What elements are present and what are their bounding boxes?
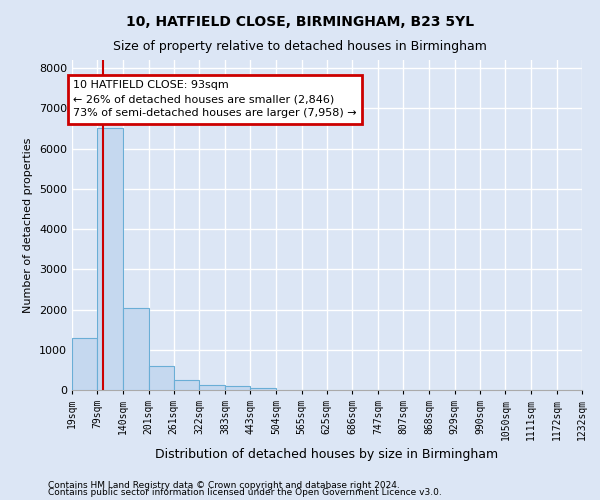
Text: Size of property relative to detached houses in Birmingham: Size of property relative to detached ho… [113, 40, 487, 53]
Text: Contains HM Land Registry data © Crown copyright and database right 2024.: Contains HM Land Registry data © Crown c… [48, 480, 400, 490]
X-axis label: Distribution of detached houses by size in Birmingham: Distribution of detached houses by size … [155, 448, 499, 462]
Bar [97, 128, 123, 390]
Text: 10, HATFIELD CLOSE, BIRMINGHAM, B23 5YL: 10, HATFIELD CLOSE, BIRMINGHAM, B23 5YL [126, 15, 474, 29]
Bar [123, 308, 149, 390]
Text: Contains public sector information licensed under the Open Government Licence v3: Contains public sector information licen… [48, 488, 442, 497]
Y-axis label: Number of detached properties: Number of detached properties [23, 138, 34, 312]
Bar [149, 366, 174, 390]
Bar [174, 380, 199, 390]
Bar [199, 385, 225, 390]
Bar [72, 338, 97, 390]
Bar [225, 386, 250, 390]
Text: 10 HATFIELD CLOSE: 93sqm
← 26% of detached houses are smaller (2,846)
73% of sem: 10 HATFIELD CLOSE: 93sqm ← 26% of detach… [73, 80, 357, 118]
Bar [250, 388, 276, 390]
